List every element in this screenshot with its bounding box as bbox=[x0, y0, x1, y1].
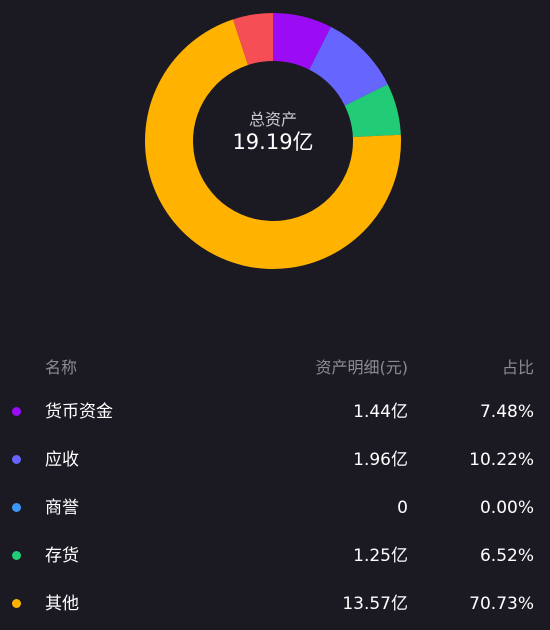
center-title: 总资产 bbox=[248, 110, 297, 129]
row-value: 0 bbox=[397, 498, 408, 518]
row-name: 其他 bbox=[45, 594, 79, 614]
legend-dot bbox=[12, 599, 21, 608]
center-total-value: 19.19亿 bbox=[232, 130, 314, 154]
legend-dot bbox=[12, 551, 21, 560]
row-value: 1.25亿 bbox=[353, 546, 408, 566]
table-row: 应收 1.96亿 10.22% bbox=[0, 438, 550, 486]
legend-dot bbox=[12, 455, 21, 464]
row-value: 1.44亿 bbox=[353, 402, 408, 422]
donut-chart bbox=[145, 13, 401, 269]
row-value: 13.57亿 bbox=[342, 594, 408, 614]
donut-slice bbox=[145, 19, 401, 269]
table-row: 商誉 0 0.00% bbox=[0, 486, 550, 534]
row-pct: 70.73% bbox=[469, 594, 534, 614]
legend-dot bbox=[12, 407, 21, 416]
row-name: 存货 bbox=[45, 546, 79, 566]
row-name: 应收 bbox=[45, 450, 79, 470]
row-pct: 10.22% bbox=[469, 450, 534, 470]
table-row: 货币资金 1.44亿 7.48% bbox=[0, 390, 550, 438]
donut-slice bbox=[344, 84, 401, 138]
donut-slice bbox=[309, 26, 388, 106]
header-pct: 占比 bbox=[501, 358, 534, 377]
row-pct: 0.00% bbox=[479, 498, 534, 518]
row-pct: 6.52% bbox=[479, 546, 534, 566]
table-row: 其他 13.57亿 70.73% bbox=[0, 582, 550, 630]
row-pct: 7.48% bbox=[479, 402, 534, 422]
asset-table: 名称 资产明细(元) 占比 货币资金 1.44亿 7.48% 应收 1.96亿 … bbox=[0, 346, 550, 630]
legend-dot bbox=[12, 503, 21, 512]
table-header: 名称 资产明细(元) 占比 bbox=[0, 346, 550, 390]
row-name: 货币资金 bbox=[45, 402, 113, 422]
table-row: 存货 1.25亿 6.52% bbox=[0, 534, 550, 582]
donut-slice bbox=[273, 13, 331, 70]
donut-slice bbox=[233, 13, 273, 65]
row-value: 1.96亿 bbox=[353, 450, 408, 470]
header-name: 名称 bbox=[45, 358, 78, 377]
row-name: 商誉 bbox=[45, 498, 79, 518]
header-value: 资产明细(元) bbox=[315, 358, 409, 377]
